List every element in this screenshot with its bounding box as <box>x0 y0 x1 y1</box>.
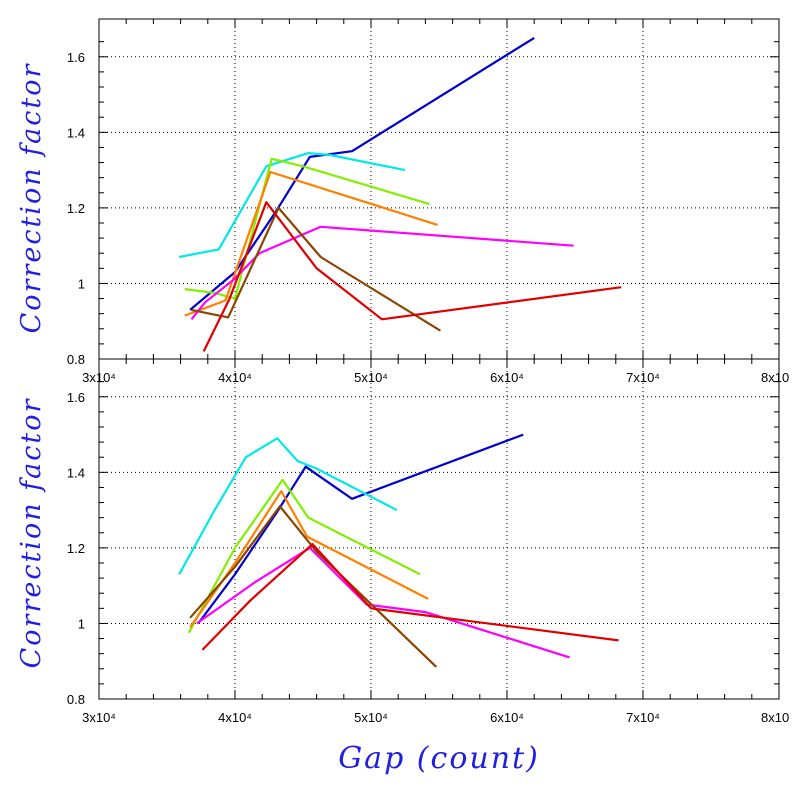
y-tick-label: 1.6 <box>67 50 85 65</box>
y-tick-label: 1.2 <box>67 541 85 556</box>
series-line-top-2 <box>184 157 430 300</box>
y-tick-label: 0.8 <box>67 692 85 707</box>
x-tick-label: 5x10⁴ <box>354 370 388 385</box>
x-tick-label: 4x10⁴ <box>218 710 252 725</box>
x-tick-label: 8x10 <box>761 710 789 725</box>
x-axis-label: Gap (count) <box>338 741 540 776</box>
y-tick-label: 1.2 <box>67 201 85 216</box>
plot-frame-bottom <box>98 358 780 700</box>
series-line-top-0 <box>189 36 535 311</box>
bottom-panel: 3x10⁴ 4x10⁴ 5x10⁴ 6x10⁴ 7x10⁴ 8x10 0.8 1 1.2 1.4 1… <box>67 358 789 725</box>
series-line-top-3 <box>184 170 438 317</box>
y-tick-label: 1.4 <box>67 465 85 480</box>
x-tick-label: 6x10⁴ <box>490 370 524 385</box>
x-tick-label: 3x10⁴ <box>82 710 116 725</box>
x-tick-label: 7x10⁴ <box>626 710 660 725</box>
series-line-top-4 <box>190 225 574 320</box>
series-line-top-5 <box>191 206 441 332</box>
x-tick-label: 7x10⁴ <box>626 370 660 385</box>
series-line-bottom-6 <box>201 542 619 651</box>
y-tick-label: 0.8 <box>67 352 85 367</box>
series-line-bottom-2 <box>187 478 421 634</box>
x-tick-label: 8x10 <box>761 370 789 385</box>
x-tick-label: 4x10⁴ <box>218 370 252 385</box>
y-tick-label: 1 <box>78 616 85 631</box>
y-axis-label-top: Correction factor <box>16 63 47 334</box>
series-line-bottom-4 <box>196 546 570 659</box>
series-line-bottom-1 <box>178 437 398 575</box>
y-tick-label: 1.6 <box>67 390 85 405</box>
y-axis-label-bottom: Correction factor <box>16 398 47 669</box>
series-line-bottom-5 <box>189 505 438 668</box>
top-panel: 3x10⁴ 4x10⁴ 5x10⁴ 6x10⁴ 7x10⁴ 8x100.811.21.41… <box>67 18 789 385</box>
y-tick-label: 1.4 <box>67 125 85 140</box>
series-line-top-6 <box>202 201 622 352</box>
y-tick-label: 1 <box>78 276 85 291</box>
x-tick-label: 5x10⁴ <box>354 710 388 725</box>
series-line-top-1 <box>178 152 406 259</box>
x-tick-label: 6x10⁴ <box>490 710 524 725</box>
